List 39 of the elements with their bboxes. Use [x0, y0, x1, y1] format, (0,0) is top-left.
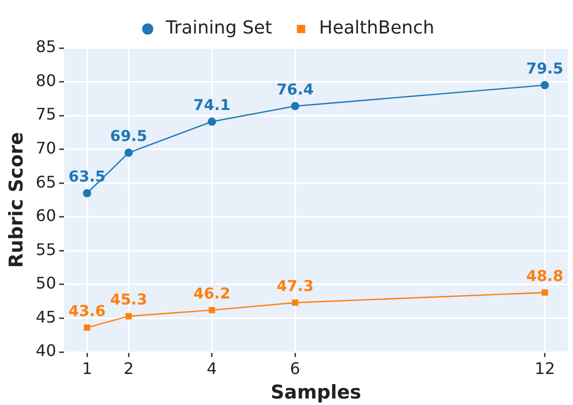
y-tick-label: 85: [36, 37, 56, 56]
legend-label: Training Set: [164, 18, 272, 39]
point: [126, 313, 132, 320]
point: [208, 117, 216, 126]
point: [542, 289, 548, 296]
y-tick-label: 70: [36, 138, 56, 158]
data-label: 43.6: [68, 302, 106, 320]
data-label: 69.5: [110, 127, 148, 146]
y-tick-label: 60: [36, 206, 56, 226]
x-tick-label: 12: [534, 358, 555, 378]
x-axis-title: Samples: [270, 382, 362, 404]
x-tick-label: 1: [82, 358, 92, 378]
data-label: 79.5: [526, 60, 564, 78]
point: [292, 300, 298, 306]
data-label: 45.3: [110, 290, 148, 309]
x-tick-label: 2: [124, 358, 134, 378]
legend-label: HealthBench: [319, 18, 434, 39]
y-tick-label: 75: [36, 104, 56, 124]
y-tick-label: 45: [36, 307, 56, 326]
point: [208, 306, 216, 314]
y-tick-label: 65: [36, 172, 56, 192]
x-tick-label: 4: [206, 358, 217, 378]
y-tick-label: 80: [36, 70, 56, 90]
point: [84, 324, 90, 331]
data-label: 74.1: [193, 96, 230, 114]
y-axis-title: Rubric Score: [5, 132, 28, 268]
data-label: 63.5: [68, 168, 106, 186]
point: [82, 189, 92, 198]
data-label: 48.8: [526, 266, 564, 285]
y-tick-label: 50: [36, 274, 56, 293]
y-tick-label: 40: [36, 341, 56, 360]
data-label: 76.4: [276, 80, 314, 98]
point: [540, 81, 549, 90]
point: [290, 102, 300, 110]
x-tick-label: 6: [290, 358, 300, 378]
data-label: 47.3: [276, 277, 314, 296]
data-label: 46.2: [193, 284, 230, 303]
y-tick-label: 55: [36, 240, 56, 259]
point: [124, 148, 133, 157]
